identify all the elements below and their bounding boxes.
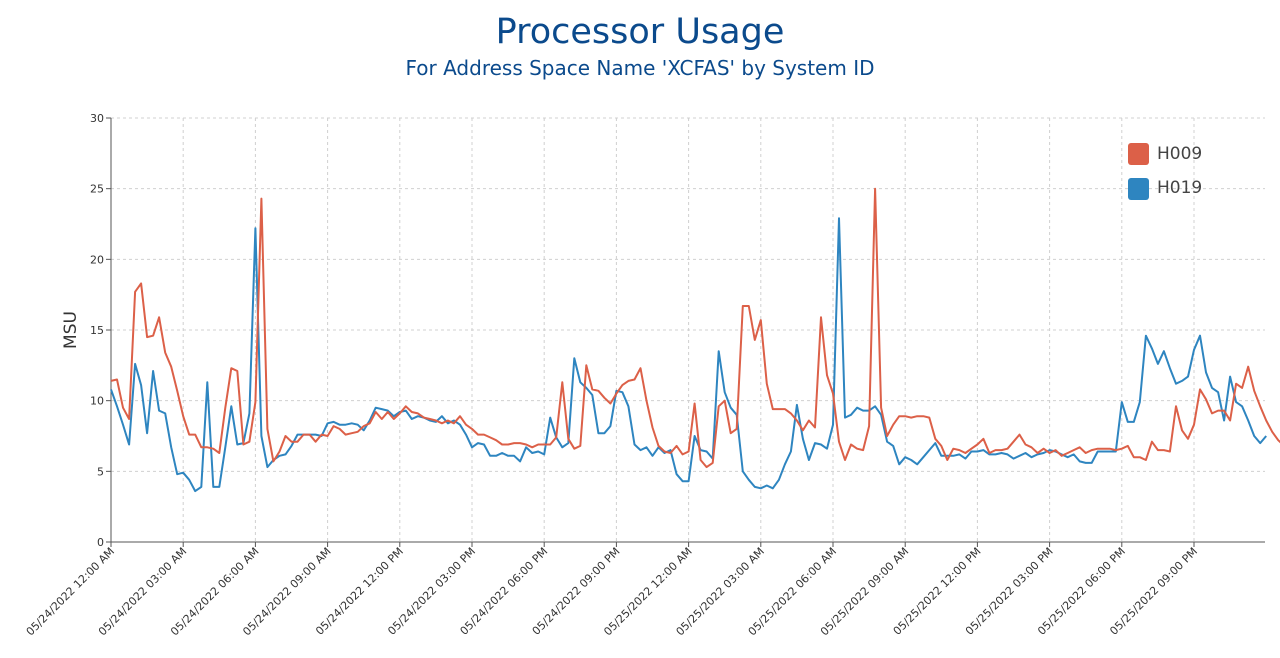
grid-lines — [111, 117, 1265, 542]
y-tick-label: 20 — [90, 253, 104, 266]
legend-label-h019: H019 — [1157, 178, 1202, 198]
legend: H009 H019 — [1128, 143, 1202, 200]
y-axis-label: MSU — [61, 311, 81, 349]
y-tick-label: 0 — [97, 536, 104, 549]
legend-swatch-h009 — [1128, 143, 1149, 165]
chart-title: Processor Usage — [495, 12, 785, 52]
y-tick-label: 25 — [90, 183, 104, 196]
y-tick-label: 5 — [97, 465, 104, 478]
y-axis-ticks: 0 5 10 15 20 25 30 — [90, 112, 111, 549]
y-tick-label: 15 — [90, 324, 104, 337]
y-tick-label: 30 — [90, 112, 104, 125]
legend-item-h019[interactable]: H019 — [1128, 178, 1202, 200]
y-tick-label: 10 — [90, 395, 104, 408]
chart-subtitle: For Address Space Name 'XCFAS' by System… — [405, 56, 875, 80]
legend-swatch-h019 — [1128, 178, 1149, 200]
series-lines — [110, 187, 1280, 493]
legend-item-h009[interactable]: H009 — [1128, 143, 1202, 165]
legend-label-h009: H009 — [1157, 144, 1202, 164]
series-line-h009[interactable] — [110, 187, 1280, 469]
